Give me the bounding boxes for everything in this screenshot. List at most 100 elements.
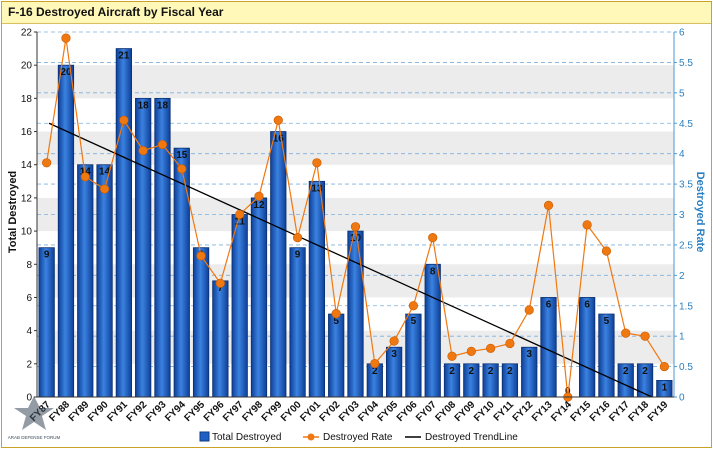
bar-label-FY09: 2: [469, 366, 475, 377]
x-tick-label-FY08: FY08: [433, 399, 458, 424]
bar-label-FY16: 5: [604, 316, 610, 327]
svg-text:ARAB DEFENSE FORUM: ARAB DEFENSE FORUM: [8, 435, 61, 440]
y2-tick-label: 4.5: [679, 119, 693, 130]
bar-label-FY94: 15: [176, 150, 188, 161]
trend-line: [48, 122, 653, 398]
bar-label-FY02: 5: [333, 316, 339, 327]
rate-point-FY11: [505, 338, 515, 349]
bar-FY07: [424, 263, 441, 398]
y2-tick-label: 0: [679, 393, 685, 404]
rate-point-FY97: [235, 209, 245, 220]
bar-FY00: [289, 247, 306, 398]
rate-point-FY93: [157, 139, 168, 150]
y-tick-label: 10: [21, 227, 33, 238]
x-tick-label-FY99: FY99: [260, 399, 285, 424]
y-tick-label: 20: [21, 61, 33, 72]
rate-point-FY19: [659, 361, 669, 372]
legend-swatch-total: [199, 431, 210, 442]
bar-label-FY12: 3: [526, 349, 532, 360]
bar-label-FY97: 11: [234, 217, 245, 228]
bar-label-FY05: 3: [391, 349, 397, 360]
x-tick-label-FY91: FY91: [105, 399, 130, 424]
rate-point-FY16: [601, 246, 612, 256]
bar-FY91: [115, 48, 132, 398]
rate-point-FY18: [640, 331, 650, 341]
legend-label-rate: Destroyed Rate: [323, 432, 393, 443]
bar-FY95: [192, 247, 210, 398]
y-tick-label: 2: [26, 359, 32, 370]
chart-title: F-16 Destroyed Aircraft by Fiscal Year: [8, 5, 224, 19]
rate-point-FY00: [292, 233, 303, 243]
y-tick-label: 16: [21, 127, 33, 138]
x-tick-label-FY16: FY16: [588, 399, 613, 424]
y2-tick-label: 3: [679, 210, 685, 221]
legend-label-total: Total Destroyed: [212, 432, 281, 443]
rate-point-FY13: [543, 200, 554, 210]
rate-point-FY90: [99, 184, 110, 194]
rate-point-FY03: [350, 222, 361, 232]
bar-label-FY15: 6: [584, 299, 590, 310]
rate-point-FY12: [524, 305, 534, 315]
x-tick-labels: FY87FY88FY89FY90FY91FY92FY93FY94FY95FY96…: [28, 399, 671, 424]
rate-point-FY96: [215, 278, 225, 288]
x-tick-label-FY93: FY93: [144, 399, 169, 424]
rate-point-FY10: [486, 343, 496, 353]
x-tick-label-FY12: FY12: [511, 399, 536, 424]
rate-point-FY15: [582, 220, 592, 230]
x-tick-label-FY90: FY90: [86, 399, 111, 424]
y-tick-label: 8: [26, 260, 32, 271]
rate-point-FY95: [196, 251, 206, 261]
x-tick-label-FY10: FY10: [472, 399, 497, 424]
y2-tick-label: 1.5: [679, 301, 693, 312]
bar-series: [38, 48, 673, 398]
bar-label-FY18: 2: [642, 366, 648, 377]
rate-point-FY17: [621, 328, 631, 338]
rate-point-FY94: [177, 164, 187, 174]
trend-series: [48, 122, 653, 398]
y-tick-label: 0: [26, 393, 32, 404]
y2-tick-label: 3.5: [679, 180, 693, 191]
rate-point-FY91: [119, 115, 129, 125]
bar-label-FY19: 1: [662, 382, 668, 393]
bar-FY96: [212, 280, 229, 398]
bar-label-FY98: 12: [253, 200, 265, 211]
x-tick-label-FY89: FY89: [67, 399, 92, 424]
y2-tick-label: 4: [679, 149, 685, 160]
rate-point-FY89: [80, 172, 90, 182]
x-tick-label-FY17: FY17: [607, 399, 632, 424]
x-tick-label-FY95: FY95: [183, 399, 208, 424]
bar-label-FY07: 8: [430, 266, 436, 277]
rate-point-FY09: [466, 346, 476, 356]
bar-label-FY06: 5: [411, 316, 417, 327]
x-tick-label-FY96: FY96: [202, 399, 227, 424]
y2-tick-label: 2.5: [679, 240, 693, 251]
x-tick-label-FY01: FY01: [298, 399, 323, 424]
bar-label-FY87: 9: [44, 250, 50, 261]
bar-FY98: [250, 197, 268, 398]
y2-tick-labels: 0 0.5 1 1.5 2 2.5 3 3.5 4 4.5 5 5.5 6: [674, 28, 693, 404]
bar-label-FY88: 20: [60, 67, 72, 78]
rate-point-FY99: [273, 115, 283, 125]
x-tick-label-FY02: FY02: [318, 399, 343, 424]
bar-FY97: [231, 214, 248, 398]
bar-label-FY10: 2: [488, 366, 494, 377]
bar-FY99: [270, 131, 287, 398]
y-tick-label: 22: [21, 28, 33, 39]
rate-series: [42, 33, 669, 402]
y2-tick-label: 5.5: [679, 58, 693, 69]
bar-FY90: [96, 164, 113, 398]
y-tick-label: 14: [21, 160, 33, 171]
x-tick-label-FY98: FY98: [240, 399, 265, 424]
rate-point-FY04: [370, 358, 380, 369]
bar-FY01: [308, 180, 326, 398]
x-tick-label-FY94: FY94: [163, 399, 188, 424]
x-tick-label-FY18: FY18: [626, 399, 651, 424]
x-tick-label-FY97: FY97: [221, 399, 246, 424]
bar-label-FY08: 2: [449, 366, 455, 377]
x-tick-label-FY19: FY19: [646, 399, 671, 424]
rate-point-FY88: [61, 33, 71, 43]
rate-point-FY07: [428, 233, 438, 243]
rate-point-FY08: [447, 351, 457, 361]
y-tick-label: 4: [26, 326, 32, 337]
bar-label-FY01: 13: [311, 183, 323, 194]
